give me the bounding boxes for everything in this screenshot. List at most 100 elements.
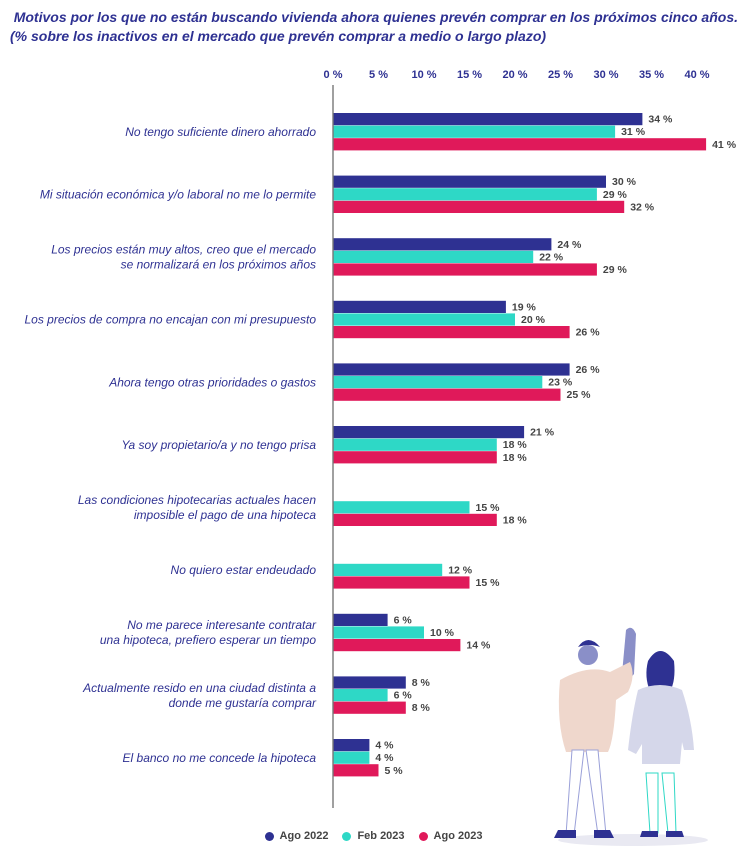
category-label: Ya soy propietario/a y no tengo prisa	[121, 438, 316, 452]
data-label: 18 %	[503, 452, 528, 464]
legend-dot	[418, 831, 428, 841]
data-label: 41 %	[712, 139, 737, 151]
data-label: 29 %	[603, 189, 628, 201]
x-tick-label: 15 %	[457, 69, 482, 81]
bar-feb-2023	[333, 501, 470, 514]
data-label: 34 %	[648, 114, 673, 126]
legend-dot	[342, 831, 352, 841]
data-label: 12 %	[448, 564, 473, 576]
bar-ago-2022	[333, 676, 406, 689]
bar-feb-2023	[333, 438, 497, 451]
bar-ago-2023	[333, 388, 561, 401]
data-label: 19 %	[512, 301, 537, 313]
data-label: 4 %	[375, 752, 394, 764]
category-label: Mi situación económica y/o laboral no me…	[40, 188, 316, 202]
bar-ago-2023	[333, 451, 497, 464]
bar-feb-2023	[333, 376, 543, 389]
x-tick-label: 25 %	[548, 69, 573, 81]
data-label: 18 %	[503, 439, 528, 451]
chart-title-line1: Motivos por los que no están buscando vi…	[13, 9, 738, 25]
bar-feb-2023	[333, 689, 388, 702]
legend-dot	[264, 831, 274, 841]
bar-ago-2023	[333, 576, 470, 589]
legend-item: Feb 2023	[342, 830, 405, 842]
category-label: donde me gustaría comprar	[169, 696, 317, 710]
category-label: El banco no me concede la hipoteca	[123, 751, 317, 765]
bar-feb-2023	[333, 563, 443, 576]
category-label: No quiero estar endeudado	[171, 563, 317, 577]
bar-ago-2023	[333, 263, 597, 276]
data-label: 14 %	[466, 640, 491, 652]
data-label: 30 %	[612, 176, 637, 188]
bar-feb-2023	[333, 188, 597, 201]
x-tick-label: 20 %	[502, 69, 527, 81]
data-label: 25 %	[567, 389, 592, 401]
bar-ago-2022	[333, 300, 506, 313]
people-illustration	[554, 627, 708, 846]
x-tick-label: 10 %	[411, 69, 436, 81]
category-label: imposible el pago de una hipoteca	[134, 508, 316, 522]
bar-feb-2023	[333, 250, 534, 263]
data-label: 5 %	[385, 765, 404, 777]
data-label: 21 %	[530, 427, 555, 439]
x-tick-label: 0 %	[324, 69, 343, 81]
data-label: 22 %	[539, 251, 564, 263]
x-tick-label: 40 %	[684, 69, 709, 81]
data-label: 8 %	[412, 702, 431, 714]
bar-ago-2022	[333, 613, 388, 626]
x-tick-label: 5 %	[369, 69, 388, 81]
category-label: una hipoteca, prefiero esperar un tiempo	[100, 633, 316, 647]
chart-legend: Ago 2022 Feb 2023 Ago 2023	[0, 830, 747, 844]
data-label: 18 %	[503, 514, 528, 526]
bar-feb-2023	[333, 626, 424, 639]
bar-feb-2023	[333, 313, 515, 326]
bar-ago-2023	[333, 326, 570, 339]
bar-ago-2023	[333, 639, 461, 652]
data-label: 15 %	[476, 502, 501, 514]
data-label: 15 %	[476, 577, 501, 589]
bar-ago-2022	[333, 175, 606, 188]
legend-label: Ago 2023	[433, 830, 483, 842]
data-label: 29 %	[603, 264, 628, 276]
category-label: Las condiciones hipotecarias actuales ha…	[78, 493, 316, 507]
legend-item: Ago 2022	[264, 830, 329, 842]
bar-ago-2023	[333, 764, 379, 777]
category-label: Actualmente resido en una ciudad distint…	[82, 681, 316, 695]
data-label: 4 %	[375, 740, 394, 752]
category-label: Ahora tengo otras prioridades o gastos	[108, 375, 316, 389]
legend-label: Ago 2022	[279, 830, 329, 842]
data-label: 26 %	[576, 327, 601, 339]
bar-ago-2023	[333, 138, 707, 151]
data-label: 23 %	[548, 377, 573, 389]
bar-ago-2023	[333, 701, 406, 714]
category-label: No tengo suficiente dinero ahorrado	[125, 125, 316, 139]
bar-ago-2022	[333, 426, 525, 439]
bar-ago-2022	[333, 113, 643, 126]
data-label: 6 %	[394, 690, 413, 702]
bar-ago-2022	[333, 363, 570, 376]
category-label: se normalizará en los próximos años	[121, 258, 316, 272]
bar-ago-2022	[333, 238, 552, 251]
x-tick-label: 35 %	[639, 69, 664, 81]
data-label: 32 %	[630, 201, 655, 213]
chart-title: Motivos por los que no están buscando vi…	[10, 8, 740, 46]
legend-item: Ago 2023	[418, 830, 483, 842]
legend-label: Feb 2023	[357, 830, 405, 842]
data-label: 8 %	[412, 677, 431, 689]
data-label: 10 %	[430, 627, 455, 639]
category-label: Los precios están muy altos, creo que el…	[51, 243, 316, 257]
data-label: 20 %	[521, 314, 546, 326]
data-label: 31 %	[621, 126, 646, 138]
bar-ago-2023	[333, 200, 625, 213]
bar-ago-2023	[333, 513, 497, 526]
x-tick-label: 30 %	[593, 69, 618, 81]
bar-feb-2023	[333, 125, 616, 138]
chart-title-line2: (% sobre los inactivos en el mercado que…	[10, 28, 547, 44]
category-label: Los precios de compra no encajan con mi …	[24, 313, 316, 327]
data-label: 24 %	[557, 239, 582, 251]
bar-ago-2022	[333, 739, 370, 752]
bar-feb-2023	[333, 751, 370, 764]
category-label: No me parece interesante contratar	[127, 618, 317, 632]
data-label: 6 %	[394, 614, 413, 626]
